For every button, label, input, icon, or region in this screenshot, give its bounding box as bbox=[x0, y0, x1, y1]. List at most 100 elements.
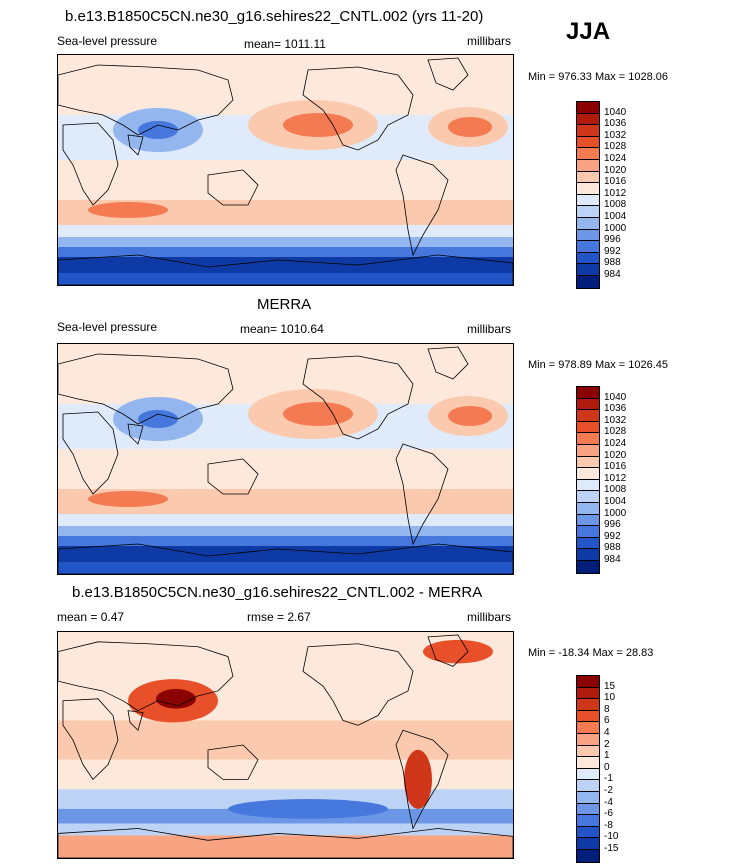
colorbar-tick-label: 15 bbox=[604, 680, 616, 692]
map-field bbox=[58, 632, 513, 858]
panel2-minmax: Min = 978.89 Max = 1026.45 bbox=[528, 359, 669, 371]
coastline bbox=[302, 66, 414, 151]
coastline bbox=[58, 353, 234, 425]
colorbar-tick-label: 4 bbox=[604, 727, 610, 738]
coastline bbox=[58, 641, 234, 712]
coastline bbox=[62, 411, 119, 495]
colorbar-tick-label: 996 bbox=[604, 519, 621, 531]
colorbar-tick-label: -8 bbox=[604, 819, 613, 831]
panel1-units: millibars bbox=[467, 34, 512, 48]
indian-high bbox=[88, 202, 168, 218]
colorbar-tick-label: 988 bbox=[604, 542, 621, 554]
colorbar-tick-label: 1000 bbox=[604, 507, 627, 519]
coastline bbox=[395, 443, 449, 546]
colorbar-tick-label: -4 bbox=[604, 796, 613, 808]
colorbar-swatch bbox=[576, 228, 600, 242]
panel1-map bbox=[57, 54, 514, 286]
panel3-title: b.e13.B1850C5CN.ne30_g16.sehires22_CNTL.… bbox=[72, 584, 483, 601]
coastline bbox=[58, 254, 513, 285]
panel1-minmax: Min = 976.33 Max = 1028.06 bbox=[528, 71, 669, 83]
colorbar-swatch bbox=[576, 420, 600, 434]
coastline bbox=[207, 458, 259, 495]
pressure-band bbox=[58, 536, 513, 546]
colorbar-tick-label: -2 bbox=[604, 785, 613, 796]
coastline bbox=[58, 543, 513, 574]
colorbar-swatch bbox=[576, 490, 600, 503]
map-field bbox=[58, 344, 513, 574]
colorbar-swatch bbox=[576, 193, 600, 207]
coastline bbox=[427, 57, 469, 91]
colorbar-swatch bbox=[576, 101, 600, 114]
colorbar-tick-label: 988 bbox=[604, 257, 621, 269]
colorbar-swatch bbox=[576, 170, 600, 184]
pressure-band bbox=[58, 526, 513, 536]
colorbar-tick-label: 992 bbox=[604, 530, 621, 542]
colorbar-tick-label: 1024 bbox=[604, 438, 627, 449]
coastline bbox=[127, 134, 144, 156]
colorbar-tick-label: 1004 bbox=[604, 211, 627, 222]
pressure-band bbox=[58, 237, 513, 247]
panel2-units: millibars bbox=[467, 322, 512, 336]
colorbar-swatch bbox=[576, 791, 600, 804]
colorbar-swatch bbox=[576, 744, 600, 758]
colorbar-swatch bbox=[576, 733, 600, 746]
colorbar-swatch bbox=[576, 275, 600, 289]
positive-anomaly-core bbox=[156, 688, 196, 709]
atlantic-high-core bbox=[448, 117, 492, 137]
coastline bbox=[58, 64, 234, 136]
colorbar-tick-label: 984 bbox=[604, 269, 621, 280]
colorbar-tick-label: 1016 bbox=[604, 176, 627, 188]
coastline bbox=[58, 828, 513, 858]
asian-low-core bbox=[138, 410, 178, 428]
colorbar-tick-label: 8 bbox=[604, 703, 610, 715]
colorbar-swatch bbox=[576, 560, 600, 574]
colorbar-tick-label: 1040 bbox=[604, 391, 627, 403]
coastline bbox=[427, 634, 469, 667]
colorbar-tick-label: 1036 bbox=[604, 118, 627, 130]
colorbar-swatch bbox=[576, 455, 600, 469]
coastline bbox=[395, 154, 449, 257]
colorbar-tick-label: 0 bbox=[604, 761, 610, 773]
panel3-rmse: rmse = 2.67 bbox=[247, 610, 311, 624]
colorbar-swatch bbox=[576, 849, 600, 863]
colorbar-swatch bbox=[576, 124, 600, 137]
difference-band bbox=[58, 789, 513, 809]
coastline bbox=[207, 169, 259, 206]
pacific-high-core bbox=[283, 113, 353, 137]
colorbar-tick-label: 1020 bbox=[604, 449, 627, 461]
colorbar-tick-label: 1008 bbox=[604, 484, 627, 496]
colorbar-swatch bbox=[576, 467, 600, 480]
panel3-minmax: Min = -18.34 Max = 28.83 bbox=[528, 647, 654, 659]
andes-anomaly bbox=[404, 749, 432, 809]
colorbar-tick-label: 1004 bbox=[604, 496, 627, 507]
colorbar-tick-label: -1 bbox=[604, 773, 613, 785]
colorbar-swatch bbox=[576, 756, 600, 769]
season-label: JJA bbox=[566, 18, 611, 45]
pressure-band bbox=[58, 449, 513, 489]
pressure-band bbox=[58, 160, 513, 200]
coastline bbox=[127, 710, 144, 732]
colorbar-swatch bbox=[576, 536, 600, 550]
colorbar-tick-label: 992 bbox=[604, 245, 621, 257]
colorbar-swatch bbox=[576, 135, 600, 149]
difference-band bbox=[58, 823, 513, 836]
colorbar-tick-label: 1 bbox=[604, 750, 610, 762]
colorbar-swatch bbox=[576, 251, 600, 265]
colorbar-tick-label: 1012 bbox=[604, 472, 627, 484]
colorbar-swatch bbox=[576, 698, 600, 711]
colorbar-swatch bbox=[576, 409, 600, 422]
colorbar-swatch bbox=[576, 444, 600, 457]
colorbar-swatch bbox=[576, 686, 600, 700]
colorbar-tick-label: 1024 bbox=[604, 153, 627, 164]
colorbar-swatch bbox=[576, 814, 600, 827]
colorbar-tick-label: 10 bbox=[604, 692, 616, 704]
colorbar-tick-label: -6 bbox=[604, 808, 613, 820]
atlantic-high-core bbox=[448, 406, 492, 426]
colorbar-swatch bbox=[576, 217, 600, 230]
colorbar-tick-label: 1028 bbox=[604, 426, 627, 438]
colorbar-swatch bbox=[576, 709, 600, 723]
colorbar-swatch bbox=[576, 825, 600, 839]
panel2-map bbox=[57, 343, 514, 575]
colorbar-swatch bbox=[576, 205, 600, 218]
colorbar-tick-label: 1020 bbox=[604, 164, 627, 176]
